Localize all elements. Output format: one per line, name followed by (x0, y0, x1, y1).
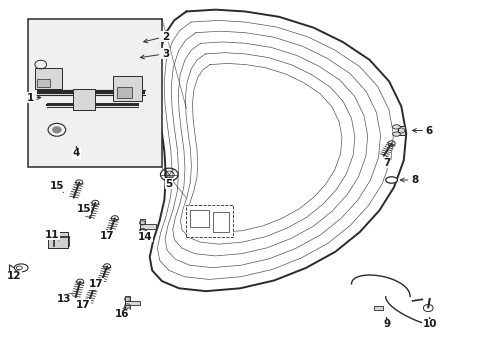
Text: 13: 13 (57, 293, 73, 304)
Ellipse shape (392, 132, 400, 136)
Bar (140, 224, 156, 229)
Text: 15: 15 (76, 204, 91, 215)
Circle shape (52, 126, 62, 134)
Bar (48, 232, 68, 248)
Bar (117, 87, 132, 98)
Bar (125, 296, 130, 310)
Bar (73, 89, 95, 110)
Text: 15: 15 (49, 181, 64, 192)
Text: 11: 11 (45, 230, 59, 240)
Ellipse shape (14, 264, 28, 272)
Bar (113, 76, 143, 101)
Text: 17: 17 (75, 299, 90, 310)
Ellipse shape (392, 125, 400, 129)
Text: 6: 6 (413, 126, 433, 135)
Bar (37, 78, 49, 87)
Text: 12: 12 (7, 271, 22, 281)
Bar (186, 205, 233, 237)
Text: 17: 17 (100, 230, 115, 240)
Text: 1: 1 (26, 93, 41, 103)
Text: 8: 8 (400, 175, 418, 185)
Ellipse shape (16, 266, 22, 270)
Bar (27, 19, 162, 167)
Ellipse shape (386, 177, 397, 183)
Bar (190, 211, 209, 226)
Text: 14: 14 (138, 230, 152, 242)
Bar (213, 212, 229, 232)
Text: 3: 3 (140, 49, 169, 59)
Text: 5: 5 (166, 177, 173, 189)
Bar (140, 219, 146, 234)
Text: 10: 10 (422, 318, 437, 329)
Bar (373, 306, 383, 310)
Text: 2: 2 (144, 32, 169, 43)
Text: 4: 4 (73, 147, 80, 158)
Text: 9: 9 (383, 318, 390, 329)
Bar (398, 126, 405, 135)
Text: 17: 17 (89, 278, 103, 289)
Bar (35, 68, 62, 89)
Text: 7: 7 (383, 157, 391, 168)
Bar (125, 301, 140, 305)
Text: 16: 16 (115, 306, 129, 319)
